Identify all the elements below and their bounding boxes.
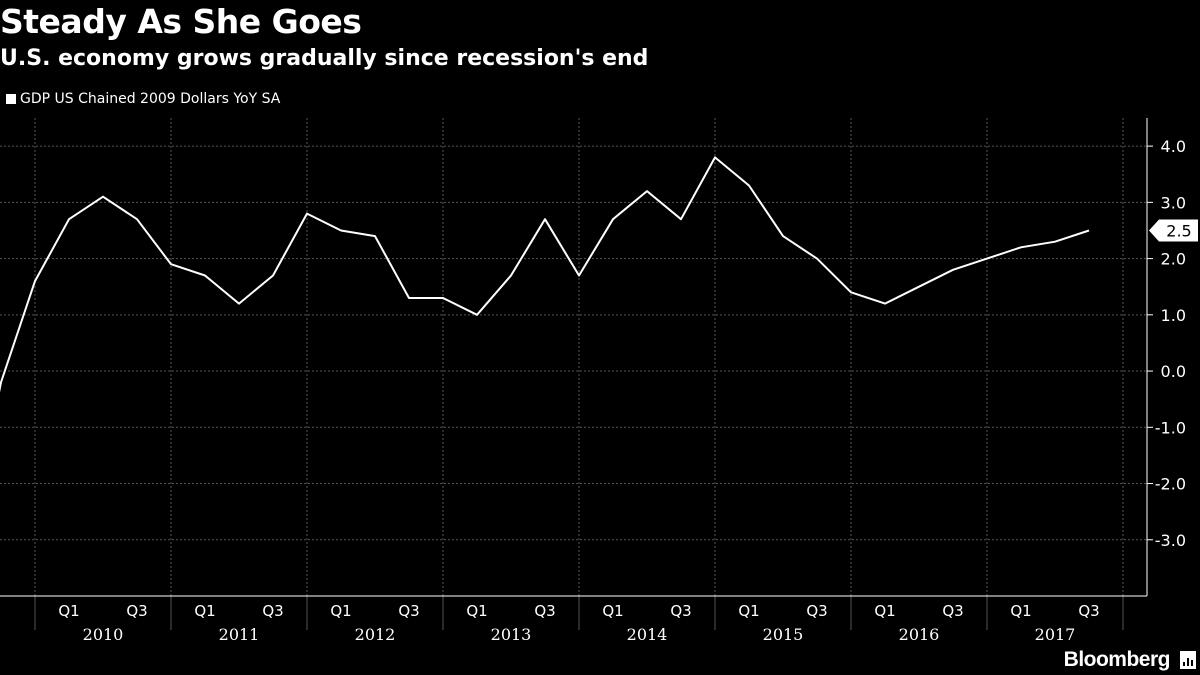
- y-tick-label: -2.0: [1155, 475, 1186, 494]
- x-year-label: 2013: [491, 625, 532, 644]
- x-tick-label-q1: Q1: [874, 602, 895, 620]
- bloomberg-chart-icon: [1180, 651, 1196, 669]
- x-year-label: 2010: [83, 625, 124, 644]
- y-tick-label: 4.0: [1161, 137, 1186, 156]
- legend-label: GDP US Chained 2009 Dollars YoY SA: [20, 91, 281, 107]
- x-tick-label-q3: Q3: [806, 602, 827, 620]
- chart-subtitle: U.S. economy grows gradually since reces…: [0, 46, 649, 71]
- x-year-label: 2014: [627, 625, 668, 644]
- x-tick-label-q3: Q3: [534, 602, 555, 620]
- x-tick-label-q3: Q3: [942, 602, 963, 620]
- x-tick-label-q1: Q1: [1010, 602, 1031, 620]
- last-value-tag: [1149, 219, 1198, 242]
- x-tick-label-q1: Q1: [194, 602, 215, 620]
- series-line-gdp: [0, 156, 1090, 393]
- y-tick-label: -3.0: [1155, 531, 1186, 550]
- x-tick-label-q1: Q1: [58, 602, 79, 620]
- y-tick-label: 3.0: [1161, 193, 1186, 212]
- x-tick-label-q3: Q3: [398, 602, 419, 620]
- x-year-label: 2012: [355, 625, 396, 644]
- y-tick-label: 2.0: [1161, 250, 1186, 269]
- last-value-label: 2.5: [1166, 221, 1191, 240]
- x-year-label: 2011: [219, 625, 260, 644]
- x-tick-label-q3: Q3: [262, 602, 283, 620]
- x-year-label: 2016: [899, 625, 940, 644]
- x-tick-label-q3: Q3: [1078, 602, 1099, 620]
- chart-title: Steady As She Goes: [0, 2, 362, 41]
- y-tick-label: 0.0: [1161, 362, 1186, 381]
- x-tick-label-q3: Q3: [126, 602, 147, 620]
- y-tick-label: -1.0: [1155, 418, 1186, 437]
- x-tick-label-q1: Q1: [602, 602, 623, 620]
- x-tick-label-q3: Q3: [670, 602, 691, 620]
- y-tick-label: 1.0: [1161, 306, 1186, 325]
- x-year-label: 2015: [763, 625, 804, 644]
- x-tick-label-q1: Q1: [330, 602, 351, 620]
- x-tick-label-q1: Q1: [738, 602, 759, 620]
- legend: GDP US Chained 2009 Dollars YoY SA: [6, 91, 280, 107]
- brand-logo: Bloomberg: [1063, 648, 1171, 671]
- legend-swatch: [6, 94, 16, 104]
- x-tick-label-q1: Q1: [466, 602, 487, 620]
- x-year-label: 2017: [1035, 625, 1076, 644]
